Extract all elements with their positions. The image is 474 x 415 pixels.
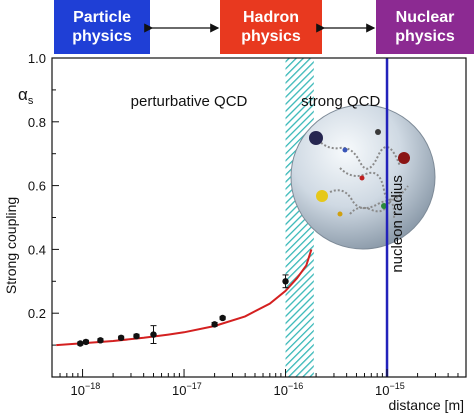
- x-tick-label: 10−15: [375, 381, 405, 398]
- tick-exponent: −15: [389, 381, 404, 391]
- alpha-s-symbol: αs: [18, 85, 34, 107]
- theory-curve: [56, 249, 313, 347]
- quark-navy: [309, 131, 323, 145]
- gluon-line-a: [317, 139, 401, 170]
- y-axis-title: Strong coupling: [3, 197, 19, 294]
- quark-small-b: [342, 147, 348, 153]
- tick-base: 10: [172, 383, 186, 398]
- tick-exponent: −18: [85, 381, 100, 391]
- nuclear-physics-line2: physics: [395, 28, 455, 45]
- particle-physics-line1: Particle: [73, 9, 131, 26]
- quark-small-c: [359, 175, 365, 181]
- data-point: [117, 334, 125, 341]
- nucleon-radius-label: nucleon radius: [389, 175, 406, 273]
- y-tick-label: 0.2: [28, 306, 46, 321]
- tick-base: 10: [274, 383, 288, 398]
- particle-physics-line2: physics: [72, 28, 132, 45]
- gluon-line-d: [349, 195, 393, 215]
- x-tick-label: 10−16: [274, 381, 304, 398]
- particle-physics-box: Particle physics: [54, 0, 150, 54]
- tick-exponent: −17: [187, 381, 202, 391]
- data-point: [97, 337, 104, 344]
- data-point: [219, 314, 226, 322]
- y-tick-label: 1.0: [28, 51, 46, 66]
- quark-yellow: [316, 190, 328, 202]
- strong-qcd-label: strong QCD: [301, 93, 380, 110]
- data-point: [82, 338, 90, 346]
- x-tick-label: 10−18: [71, 381, 101, 398]
- y-tick-label: 0.4: [28, 242, 46, 257]
- alpha-subscript: s: [28, 95, 34, 107]
- data-point: [150, 331, 157, 338]
- gluon-line-c: [329, 189, 396, 219]
- nucleon-sphere-illustration: [290, 104, 436, 250]
- quark-small-a: [375, 129, 381, 135]
- tick-base: 10: [375, 383, 389, 398]
- data-point: [282, 278, 289, 285]
- gluon-line-b: [339, 167, 409, 201]
- perturbative-qcd-label: perturbative QCD: [131, 93, 248, 110]
- tick-base: 10: [71, 383, 85, 398]
- hadron-physics-line1: Hadron: [243, 9, 299, 26]
- y-tick-label: 0.6: [28, 179, 46, 194]
- tick-exponent: −16: [288, 381, 303, 391]
- data-point: [211, 321, 218, 328]
- hadron-physics-line2: physics: [241, 28, 301, 45]
- nuclear-physics-line1: Nuclear: [395, 9, 455, 26]
- x-tick-label: 10−17: [172, 381, 202, 398]
- x-axis-title: distance [m]: [389, 397, 464, 413]
- y-tick-label: 0.8: [28, 115, 46, 130]
- axis-ticks: 0.20.40.60.81.010−18 10−17 10−16 10−15: [28, 51, 459, 398]
- data-point: [133, 332, 140, 340]
- hadron-physics-box: Hadron physics: [220, 0, 322, 54]
- measurement-points: [77, 274, 289, 347]
- data-point: [77, 340, 84, 347]
- quark-small-d: [381, 203, 387, 209]
- quark-dark-red: [398, 152, 410, 164]
- nuclear-physics-box: Nuclear physics: [376, 0, 474, 54]
- alpha-symbol: α: [18, 85, 28, 104]
- quark-small-e: [337, 211, 343, 217]
